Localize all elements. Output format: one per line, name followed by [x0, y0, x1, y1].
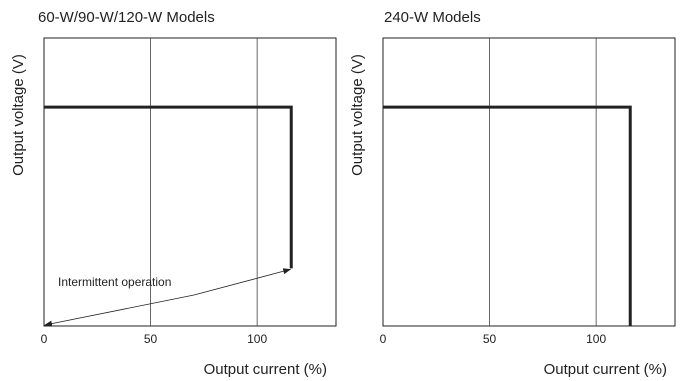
series-line-1: [44, 105, 293, 269]
chart-panel-2: 240-W Models 0 50 100 Output voltage (V) O…: [349, 9, 676, 378]
x-tick-label: 50: [483, 332, 497, 346]
y-axis-label-1: Output voltage (V): [10, 54, 27, 176]
x-tick-label: 100: [586, 332, 606, 346]
chart-title-2: 240-W Models: [384, 9, 481, 26]
annotation-arrow: [44, 294, 195, 327]
annotation-arrow: [193, 268, 292, 296]
x-tick-label: 50: [144, 332, 158, 346]
annotation-1: Intermittent operation: [44, 268, 292, 327]
plot-frame-2: [382, 37, 676, 327]
x-tick-labels-1: 0 50 100: [41, 332, 268, 346]
plot-frame-1: [43, 37, 337, 327]
x-tick-label: 0: [380, 332, 387, 346]
x-tick-labels-2: 0 50 100: [380, 332, 607, 346]
grid-lines-2: [489, 38, 597, 326]
series-line-2: [383, 105, 632, 326]
annotation-text: Intermittent operation: [58, 275, 171, 289]
x-axis-label-1: Output current (%): [204, 361, 327, 378]
y-axis-label-2: Output voltage (V): [349, 54, 366, 176]
chart-panel-1: 60-W/90-W/120-W Models 0 50 100 Intermitte…: [10, 9, 337, 378]
x-tick-label: 100: [247, 332, 267, 346]
x-tick-label: 0: [41, 332, 48, 346]
x-axis-label-2: Output current (%): [544, 361, 667, 378]
chart-title-1: 60-W/90-W/120-W Models: [38, 9, 215, 26]
